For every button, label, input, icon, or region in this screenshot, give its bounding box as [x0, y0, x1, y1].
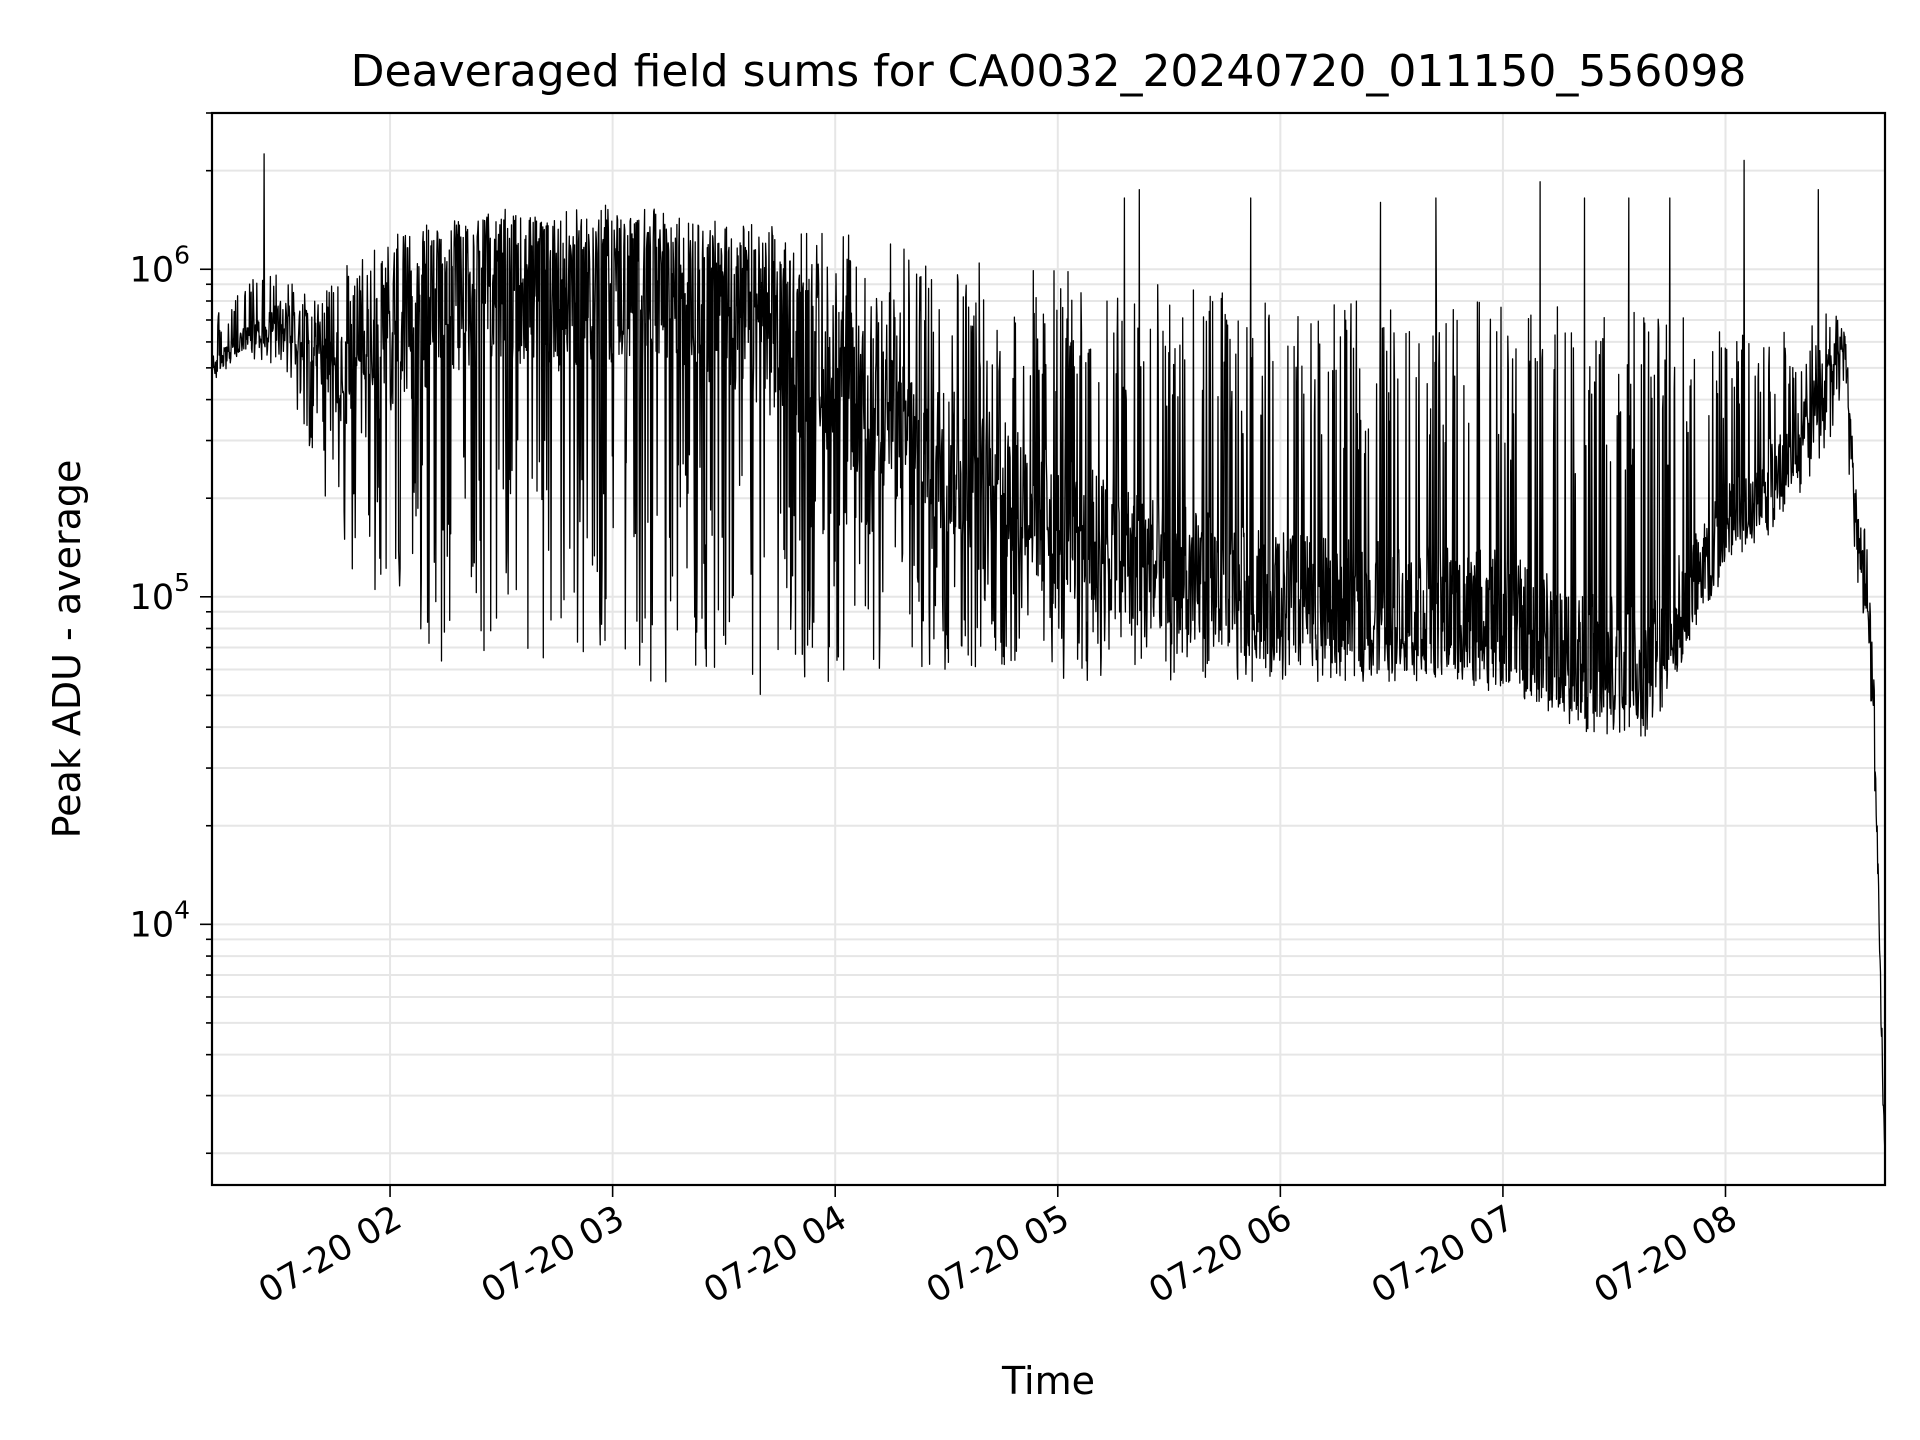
y-tick-exponent: 5 [174, 568, 190, 597]
y-axis-label: Peak ADU - average [45, 460, 89, 839]
chart-title: Deaveraged field sums for CA0032_2024072… [351, 46, 1747, 97]
x-tick-label: 07-20 08 [1588, 1198, 1744, 1311]
y-tick-base: 10 [130, 905, 175, 945]
plot-frame [210, 111, 1887, 1187]
x-tick-label: 07-20 02 [252, 1198, 408, 1311]
series-line [211, 153, 1886, 1153]
y-tick-base: 10 [130, 250, 175, 290]
x-axis-label: Time [1001, 1359, 1095, 1403]
y-tick-label: 105 [130, 568, 190, 618]
x-tick-label: 07-20 03 [475, 1198, 631, 1311]
y-tick-label: 106 [130, 240, 190, 290]
y-tick-exponent: 6 [174, 240, 190, 269]
y-tick-exponent: 4 [174, 895, 190, 924]
x-tick-label: 07-20 05 [920, 1198, 1076, 1311]
x-tick-label: 07-20 07 [1365, 1198, 1521, 1311]
y-tick-base: 10 [130, 578, 175, 618]
x-tick-label: 07-20 06 [1143, 1198, 1299, 1311]
series-layer [211, 153, 1886, 1153]
x-tick-label: 07-20 04 [697, 1198, 853, 1311]
y-tick-label: 104 [130, 895, 190, 945]
